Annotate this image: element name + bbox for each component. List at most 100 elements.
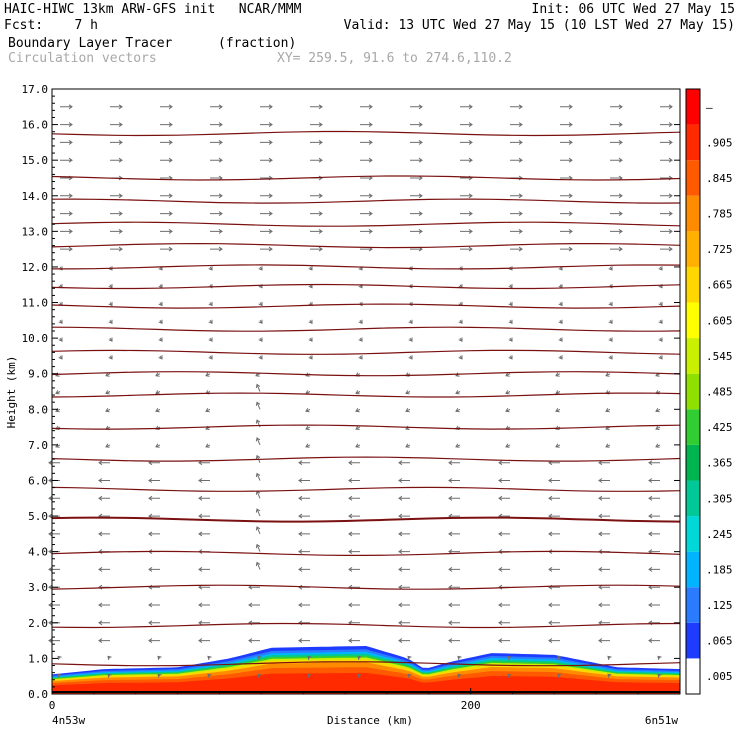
vector-arrow-268: [448, 602, 460, 608]
vector-arrow-2: [48, 638, 60, 644]
vector-arrow-90: [160, 246, 173, 252]
vector-arrow-284: [458, 319, 463, 325]
y-tick-label: 17.0: [22, 83, 49, 96]
vector-arrow-374: [598, 478, 610, 483]
vector-arrow-74: [148, 531, 160, 537]
vector-arrow-349: [558, 337, 563, 342]
vector-arrow-348: [558, 355, 563, 360]
vector-arrow-294: [460, 139, 473, 145]
vector-arrow-134: [248, 638, 260, 644]
contour-line-3: [51, 550, 681, 556]
vector-arrow-65: [110, 104, 123, 110]
vector-arrow-336: [548, 566, 560, 572]
colorbar-label: .665: [706, 279, 733, 292]
contour-line-9: [51, 371, 681, 377]
contour-line-18: [51, 175, 681, 181]
field-units: (fraction): [218, 36, 297, 51]
vector-arrow-331: [557, 655, 562, 660]
vector-arrow-416: [658, 319, 663, 325]
vector-arrow-323: [510, 211, 523, 217]
contour-label: -40: [640, 0, 660, 3]
vector-arrow-151: [258, 337, 263, 342]
vector-arrow-224: [360, 211, 373, 217]
vector-arrow-357: [560, 193, 573, 199]
vector-arrow-345: [555, 407, 561, 413]
vector-arrow-238: [398, 549, 410, 555]
vector-arrow-411: [655, 407, 661, 413]
vector-arrow-330: [557, 673, 562, 678]
contour-label: -10: [410, 0, 430, 3]
vector-arrow-44: [98, 478, 110, 483]
contour-label: 0: [229, 0, 236, 3]
vector-arrow-355: [560, 228, 573, 234]
vector-arrow-131: [210, 104, 223, 110]
vector-arrow-52: [108, 337, 113, 342]
contour-line-16: [51, 221, 681, 227]
vector-arrow-50: [105, 372, 111, 377]
vector-arrow-318: [508, 301, 513, 307]
vector-arrow-272: [448, 531, 460, 537]
colorbar-swatch: [686, 195, 700, 232]
contour-label: 10: [261, 0, 274, 3]
vector-arrow-24: [60, 246, 73, 252]
vector-arrow-425: [660, 157, 673, 163]
vector-arrow-290: [460, 211, 473, 217]
vector-arrow-212: [355, 425, 361, 430]
vector-arrow-66: [157, 673, 162, 678]
vector-arrow-415: [658, 337, 663, 342]
colorbar-swatch: [686, 302, 700, 339]
vector-arrow-390: [610, 193, 623, 199]
temperature-contours: 20 20 10 10 0 0 -10 -10 -20 -20 -30 -30 -40 -40 -50 -50…: [51, 0, 681, 667]
vector-arrow-324: [510, 193, 523, 199]
vector-arrow-31: [60, 122, 73, 128]
y-tick-label: 1.0: [28, 652, 48, 665]
vector-arrow-305: [498, 531, 510, 537]
vector-arrow-169: [298, 602, 310, 608]
y-tick-label: 14.0: [22, 190, 49, 203]
vector-arrow-213: [355, 407, 361, 413]
vector-arrow-33: [107, 673, 112, 678]
vector-arrow-81: [155, 407, 161, 413]
vector-arrow-271: [448, 549, 460, 555]
vector-arrow-326: [510, 157, 523, 163]
vector-arrow-236: [398, 584, 410, 590]
vector-arrow-165: [307, 673, 312, 678]
vector-arrow-233: [398, 638, 410, 644]
vector-arrow-210: [348, 460, 360, 466]
vector-arrow-303: [498, 566, 510, 572]
vector-arrow-126: [210, 193, 223, 199]
vector-arrow-152: [258, 319, 263, 325]
colorbar-swatch: [686, 160, 700, 196]
vector-arrow-26: [60, 211, 73, 217]
vector-arrow-339: [548, 513, 560, 519]
colorbar-swatch: [686, 409, 700, 445]
contour-label: 20: [225, 0, 238, 3]
vector-arrow-235: [398, 602, 410, 608]
vector-arrow-414: [658, 355, 663, 360]
vector-arrow-101: [198, 638, 210, 644]
colorbar-label: .365: [706, 457, 733, 470]
contour-line-15: [51, 242, 681, 249]
colorbar-label: .605: [706, 314, 733, 327]
contour-line-19: [51, 130, 681, 137]
vector-arrow-316: [508, 337, 513, 342]
colorbar-swatch: [686, 622, 700, 659]
vector-arrow-54: [108, 301, 113, 307]
vector-arrow-369: [598, 566, 610, 572]
vector-arrow-139: [255, 543, 261, 552]
vector-arrow-29: [60, 157, 73, 163]
contour-line-11: [51, 326, 681, 332]
vector-arrow-301: [498, 602, 510, 608]
vector-arrow-150: [258, 355, 263, 360]
vector-arrow-263: [410, 104, 423, 110]
vector-arrow-110: [198, 478, 210, 483]
vector-arrow-167: [298, 638, 310, 644]
vector-arrow-333: [548, 620, 560, 626]
vector-arrow-360: [560, 139, 573, 145]
colorbar-swatch: [686, 444, 700, 481]
vector-arrow-58: [110, 228, 123, 234]
vector-arrow-400: [648, 602, 660, 608]
vector-arrow-223: [360, 228, 373, 234]
vector-arrow-420: [660, 246, 673, 252]
vector-arrow-206: [348, 531, 360, 537]
